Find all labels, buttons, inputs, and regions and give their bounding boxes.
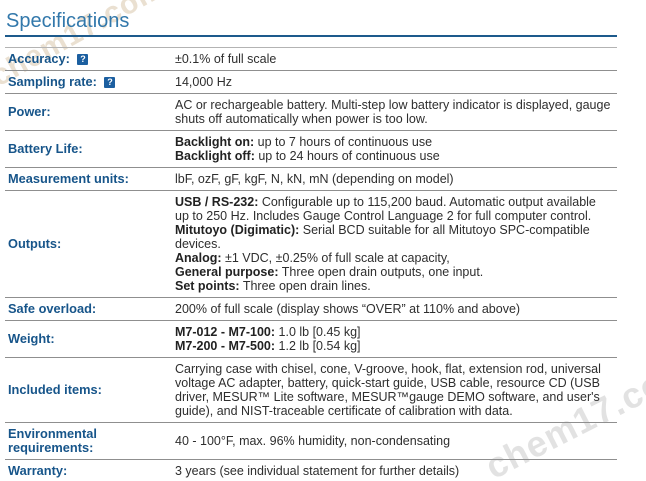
spec-value-text: lbF, ozF, gF, kgF, N, kN, mN (depending …: [175, 172, 454, 186]
spec-value: lbF, ozF, gF, kgF, N, kN, mN (depending …: [173, 168, 617, 190]
spec-value: 40 - 100°F, max. 96% humidity, non-conde…: [173, 430, 617, 452]
spec-value-line: AC or rechargeable battery. Multi-step l…: [175, 98, 613, 126]
spec-value-line: Set points: Three open drain lines.: [175, 279, 613, 293]
spec-value-text: ±1 VDC, ±0.25% of full scale at capacity…: [221, 251, 450, 265]
spec-label-text: Safe overload:: [8, 301, 97, 316]
table-row: Weight: M7-012 - M7-100: 1.0 lb [0.45 kg…: [5, 321, 617, 358]
spec-value-line: 14,000 Hz: [175, 75, 613, 89]
table-row: Included items: Carrying case with chise…: [5, 358, 617, 423]
help-icon[interactable]: ?: [77, 54, 89, 65]
spec-value-line: Carrying case with chisel, cone, V-groov…: [175, 362, 613, 418]
spec-label: Battery Life:: [5, 138, 173, 160]
spec-label-text: Warranty:: [8, 463, 68, 478]
spec-value: ±0.1% of full scale: [173, 48, 617, 70]
spec-value-text: Three open drain outputs, one input.: [278, 265, 484, 279]
spec-value-line: M7-200 - M7-500: 1.2 lb [0.54 kg]: [175, 339, 613, 353]
spec-label-text: Outputs:: [8, 236, 62, 251]
spec-value: 200% of full scale (display shows “OVER”…: [173, 298, 617, 320]
spec-label: Power:: [5, 101, 173, 123]
table-row: Outputs: USB / RS-232: Configurable up t…: [5, 191, 617, 298]
spec-value-text: Serial BCD suitable for all Mitutoyo SPC…: [175, 223, 590, 251]
spec-value-text: up to 24 hours of continuous use: [254, 149, 440, 163]
spec-value-text: 1.2 lb [0.54 kg]: [275, 339, 361, 353]
spec-label: Included items:: [5, 379, 173, 401]
spec-value-bold-text: Backlight off:: [175, 149, 255, 163]
spec-label: Weight:: [5, 328, 173, 350]
spec-value: Backlight on: up to 7 hours of continuou…: [173, 131, 617, 167]
spec-value-line: 3 years (see individual statement for fu…: [175, 464, 613, 478]
spec-value-bold-text: USB / RS-232:: [175, 195, 259, 209]
table-row: Safe overload: 200% of full scale (displ…: [5, 298, 617, 321]
spec-label-text: Battery Life:: [8, 141, 83, 156]
table-row: Battery Life: Backlight on: up to 7 hour…: [5, 131, 617, 168]
heading-divider: [5, 35, 617, 37]
spec-value-line: 40 - 100°F, max. 96% humidity, non-conde…: [175, 434, 613, 448]
spec-label-text: Sampling rate:: [8, 74, 97, 89]
spec-value-line: M7-012 - M7-100: 1.0 lb [0.45 kg]: [175, 325, 613, 339]
spec-value-text: 3 years (see individual statement for fu…: [175, 464, 460, 478]
table-row: Measurement units: lbF, ozF, gF, kgF, N,…: [5, 168, 617, 191]
spec-value: 14,000 Hz: [173, 71, 617, 93]
spec-value-bold-text: General purpose:: [175, 265, 279, 279]
spec-label: Environmental requirements:: [5, 423, 173, 459]
spec-value-line: General purpose: Three open drain output…: [175, 265, 613, 279]
spec-label: Safe overload:: [5, 298, 173, 320]
page-title: Specifications: [6, 10, 130, 32]
spec-label-text: Weight:: [8, 331, 55, 346]
spec-value-bold-text: M7-200 - M7-500:: [175, 339, 276, 353]
table-row: Power: AC or rechargeable battery. Multi…: [5, 94, 617, 131]
spec-label-text: Power:: [8, 104, 51, 119]
spec-label: Warranty:: [5, 460, 173, 481]
spec-value-line: Backlight on: up to 7 hours of continuou…: [175, 135, 613, 149]
spec-label: Measurement units:: [5, 168, 173, 190]
spec-value: Carrying case with chisel, cone, V-groov…: [173, 358, 617, 422]
spec-value: M7-012 - M7-100: 1.0 lb [0.45 kg] M7-200 …: [173, 321, 617, 357]
table-row: Sampling rate: ? 14,000 Hz: [5, 71, 617, 94]
spec-label-text: Measurement units:: [8, 171, 129, 186]
spec-value-text: Carrying case with chisel, cone, V-groov…: [175, 362, 601, 418]
table-row: Environmental requirements: 40 - 100°F, …: [5, 423, 617, 460]
spec-label-text: Included items:: [8, 382, 102, 397]
spec-value-bold-text: Mitutoyo (Digimatic):: [175, 223, 300, 237]
spec-label: Sampling rate: ?: [5, 71, 173, 93]
spec-label-text: Environmental requirements:: [8, 426, 97, 455]
spec-value-line: Analog: ±1 VDC, ±0.25% of full scale at …: [175, 251, 613, 265]
spec-value-text: 14,000 Hz: [175, 75, 232, 89]
spec-value-text: up to 7 hours of continuous use: [254, 135, 433, 149]
spec-value-line: 200% of full scale (display shows “OVER”…: [175, 302, 613, 316]
spec-label-text: Accuracy:: [8, 51, 70, 66]
spec-value-bold-text: Set points:: [175, 279, 240, 293]
help-icon[interactable]: ?: [104, 77, 116, 88]
spec-value-bold-text: Analog:: [175, 251, 222, 265]
spec-value-line: ±0.1% of full scale: [175, 52, 613, 66]
spec-value: USB / RS-232: Configurable up to 115,200…: [173, 191, 617, 297]
spec-value-line: USB / RS-232: Configurable up to 115,200…: [175, 195, 613, 223]
table-row: Warranty: 3 years (see individual statem…: [5, 460, 617, 481]
spec-value: AC or rechargeable battery. Multi-step l…: [173, 94, 617, 130]
spec-label: Outputs:: [5, 233, 173, 255]
spec-value: 3 years (see individual statement for fu…: [173, 460, 617, 481]
spec-value-text: ±0.1% of full scale: [175, 52, 277, 66]
table-row: Accuracy: ? ±0.1% of full scale: [5, 48, 617, 71]
spec-value-bold-text: Backlight on:: [175, 135, 255, 149]
spec-value-text: Configurable up to 115,200 baud. Automat…: [175, 195, 596, 223]
spec-value-line: lbF, ozF, gF, kgF, N, kN, mN (depending …: [175, 172, 613, 186]
spec-value-text: Three open drain lines.: [239, 279, 371, 293]
spec-value-text: 200% of full scale (display shows “OVER”…: [175, 302, 521, 316]
spec-value-text: 1.0 lb [0.45 kg]: [275, 325, 361, 339]
spec-value-line: Backlight off: up to 24 hours of continu…: [175, 149, 613, 163]
specifications-table: Accuracy: ? ±0.1% of full scale Sampling…: [5, 47, 617, 481]
spec-value-bold-text: M7-012 - M7-100:: [175, 325, 276, 339]
spec-label: Accuracy: ?: [5, 48, 173, 70]
spec-value-text: 40 - 100°F, max. 96% humidity, non-conde…: [175, 434, 451, 448]
content: Specifications Accuracy: ? ±0.1% of full…: [0, 10, 646, 481]
spec-value-line: Mitutoyo (Digimatic): Serial BCD suitabl…: [175, 223, 613, 251]
spec-value-text: AC or rechargeable battery. Multi-step l…: [175, 98, 611, 126]
